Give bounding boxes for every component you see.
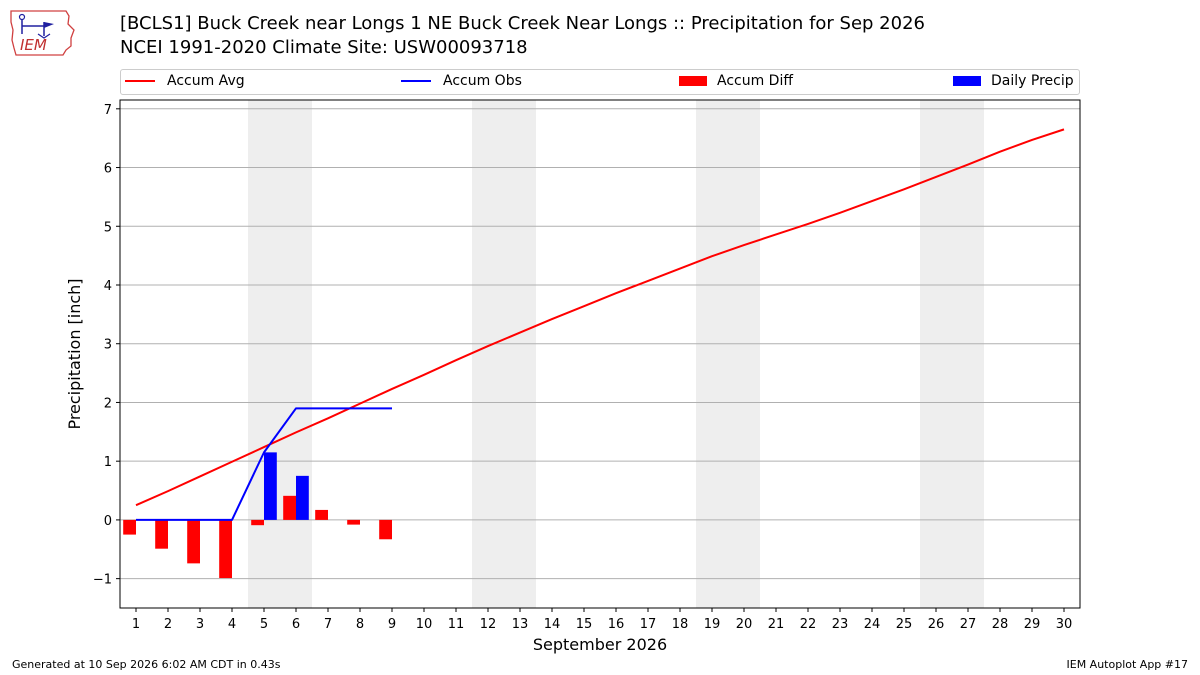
y-tick-label: 5 (104, 220, 112, 235)
x-tick-label: 11 (448, 617, 465, 632)
accum-diff-bar (123, 519, 136, 535)
y-tick-label: 6 (104, 162, 112, 177)
weekend-band (696, 100, 760, 608)
x-tick-label: 4 (228, 617, 236, 632)
x-tick-label: 16 (608, 617, 625, 632)
legend-accum-obs-label: Accum Obs (443, 73, 522, 89)
daily-precip-bar (264, 452, 277, 520)
accum-diff-bar (187, 519, 200, 564)
x-tick-label: 6 (292, 617, 300, 632)
x-tick-label: 12 (480, 617, 497, 632)
x-tick-label: 13 (512, 617, 529, 632)
x-tick-label: 9 (388, 617, 396, 632)
y-tick-label: 7 (104, 103, 112, 118)
accum-diff-bar (155, 519, 168, 549)
x-tick-label: 23 (832, 617, 849, 632)
y-tick-label: 0 (104, 514, 112, 529)
y-axis-label: Precipitation [inch] (65, 278, 84, 429)
x-tick-label: 17 (640, 617, 657, 632)
legend-daily-precip: Daily Precip (953, 73, 1074, 89)
x-tick-label: 25 (896, 617, 913, 632)
generated-note: Generated at 10 Sep 2026 6:02 AM CDT in … (12, 658, 281, 671)
legend-accum-avg: Accum Avg (125, 73, 245, 89)
x-tick-label: 21 (768, 617, 785, 632)
chart-legend: Accum Avg Accum Obs Accum Diff Daily Pre… (120, 69, 1080, 95)
y-tick-label: 4 (104, 279, 112, 294)
legend-accum-avg-label: Accum Avg (167, 73, 245, 89)
x-tick-label: 1 (132, 617, 140, 632)
iem-logo: IEM (10, 10, 75, 56)
weekend-band (472, 100, 536, 608)
y-tick-label: 2 (104, 396, 112, 411)
x-axis-label: September 2026 (533, 635, 667, 654)
y-tick-label: 3 (104, 338, 112, 353)
app-note: IEM Autoplot App #17 (1066, 658, 1189, 671)
legend-accum-obs: Accum Obs (401, 73, 522, 89)
accum-diff-bar (315, 509, 328, 520)
weekend-band (920, 100, 984, 608)
accum-diff-bar (283, 495, 296, 520)
x-tick-label: 8 (356, 617, 364, 632)
legend-accum-obs-swatch (401, 80, 431, 82)
x-tick-label: 10 (416, 617, 433, 632)
title-line-2: NCEI 1991-2020 Climate Site: USW00093718 (120, 37, 528, 58)
x-tick-label: 5 (260, 617, 268, 632)
accum-avg-line (135, 128, 1065, 507)
x-tick-label: 14 (544, 617, 561, 632)
plot-frame (119, 99, 1081, 609)
legend-accum-diff-swatch (679, 76, 707, 86)
accum-obs-line (136, 407, 392, 521)
accum-diff-bar (379, 519, 392, 540)
legend-daily-precip-label: Daily Precip (991, 73, 1074, 89)
legend-accum-avg-swatch (125, 80, 155, 82)
x-tick-label: 27 (960, 617, 977, 632)
chart-title: [BCLS1] Buck Creek near Longs 1 NE Buck … (120, 12, 925, 60)
x-tick-label: 22 (800, 617, 817, 632)
y-tick-label: 1 (104, 455, 112, 470)
x-tick-label: 19 (704, 617, 721, 632)
x-tick-label: 15 (576, 617, 593, 632)
daily-precip-bar (296, 475, 309, 520)
weekend-band (248, 100, 312, 608)
y-tick-label: −1 (93, 573, 112, 588)
x-tick-label: 28 (992, 617, 1009, 632)
x-tick-label: 20 (736, 617, 753, 632)
x-tick-label: 18 (672, 617, 689, 632)
x-tick-label: 2 (164, 617, 172, 632)
accum-diff-bar (251, 519, 264, 526)
x-tick-label: 7 (324, 617, 332, 632)
x-tick-label: 24 (864, 617, 881, 632)
legend-daily-precip-swatch (953, 76, 981, 86)
x-tick-label: 29 (1024, 617, 1041, 632)
legend-accum-diff-label: Accum Diff (717, 73, 794, 89)
x-tick-label: 3 (196, 617, 204, 632)
title-line-1: [BCLS1] Buck Creek near Longs 1 NE Buck … (120, 13, 925, 34)
accum-diff-bar (347, 519, 360, 525)
x-tick-label: 26 (928, 617, 945, 632)
logo-text: IEM (20, 36, 47, 54)
x-tick-label: 30 (1056, 617, 1073, 632)
accum-diff-bar (219, 519, 232, 579)
legend-accum-diff: Accum Diff (679, 73, 793, 89)
